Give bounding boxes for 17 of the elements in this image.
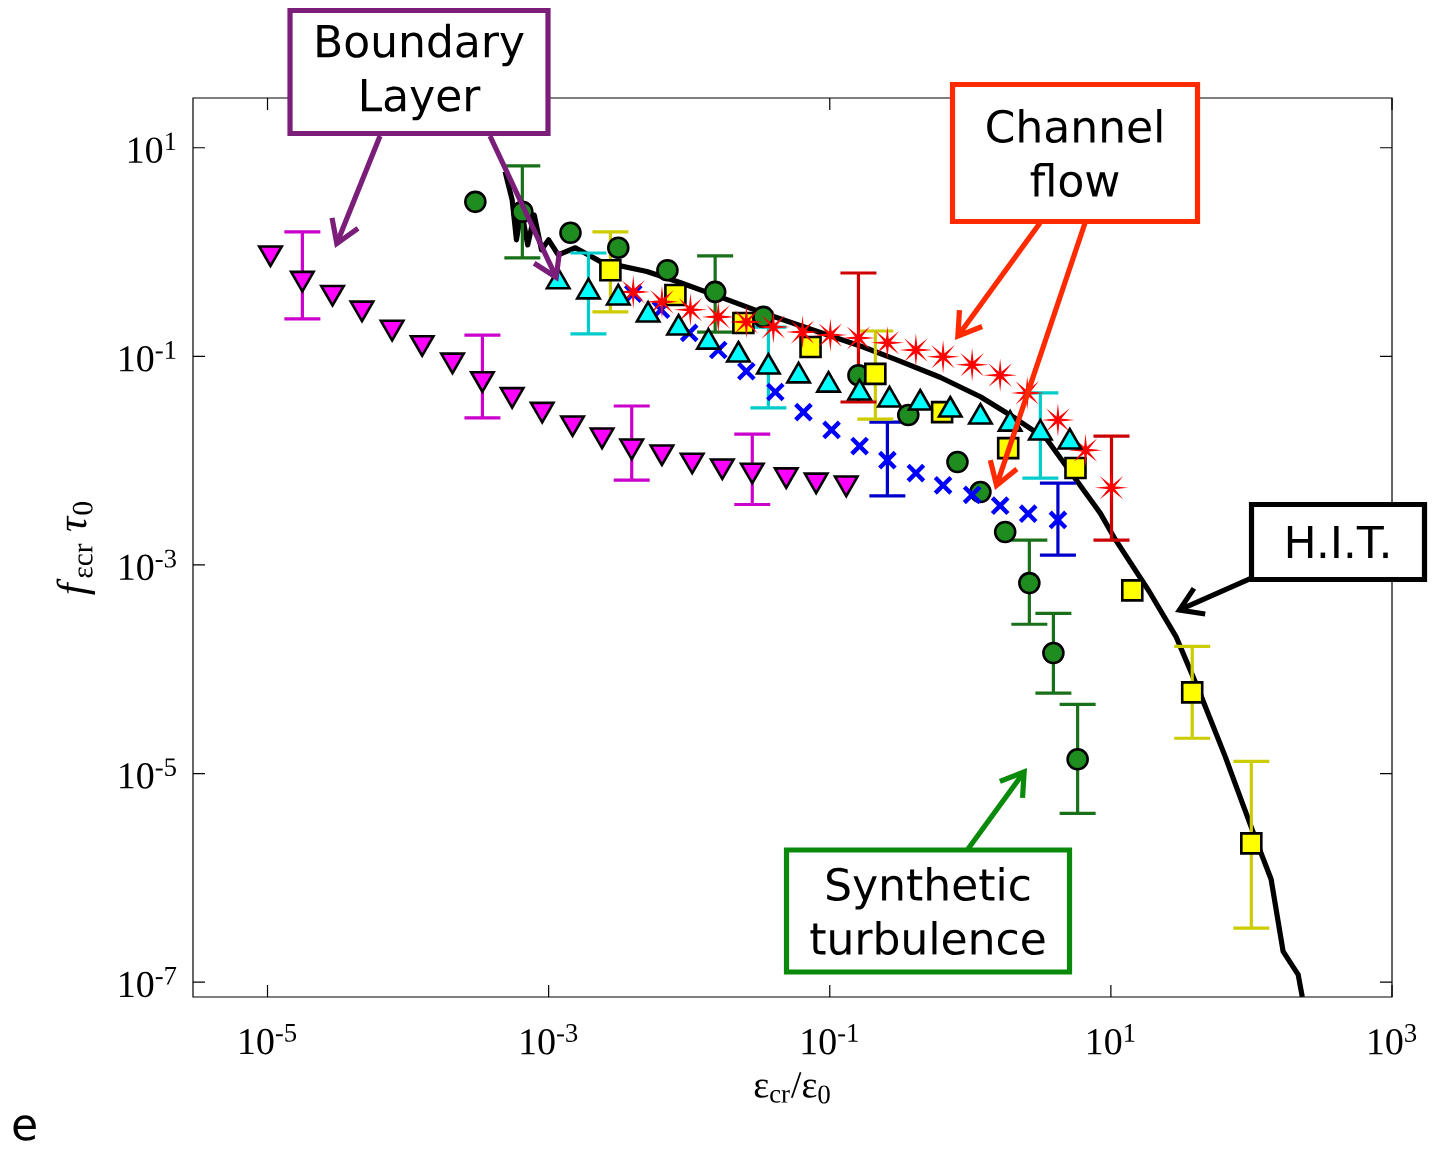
y-axis-title: f$_{εcr}$ τ$_{0}$ bbox=[56, 502, 96, 595]
x-tick-label: 10$^{-5}$ bbox=[240, 1024, 297, 1055]
annotation: H.I.T. bbox=[1287, 525, 1388, 559]
x-tick-label: 10$^{-1}$ bbox=[802, 1024, 858, 1055]
y-tick-label: 10$^{-3}$ bbox=[120, 549, 176, 581]
x-axis-title: ε$_{cr}$/ε$_{0}$ bbox=[754, 1072, 830, 1104]
y-tick-label: 10$^{-7}$ bbox=[120, 966, 177, 998]
y-tick-label: 10$^{1}$ bbox=[128, 132, 176, 164]
y-tick-label: 10$^{-1}$ bbox=[120, 341, 176, 372]
annotation: Channel flow bbox=[987, 108, 1162, 198]
x-tick-label: 10$^{3}$ bbox=[1369, 1024, 1417, 1055]
y-tick-label: 10$^{-5}$ bbox=[120, 758, 176, 789]
annotation: Boundary Layer bbox=[317, 23, 524, 121]
text: e bbox=[13, 1115, 36, 1141]
x-tick-label: 10$^{-3}$ bbox=[521, 1024, 578, 1055]
x-tick-label: 10$^{1}$ bbox=[1088, 1024, 1135, 1055]
annotation: Synthetic turbulence bbox=[810, 866, 1045, 956]
